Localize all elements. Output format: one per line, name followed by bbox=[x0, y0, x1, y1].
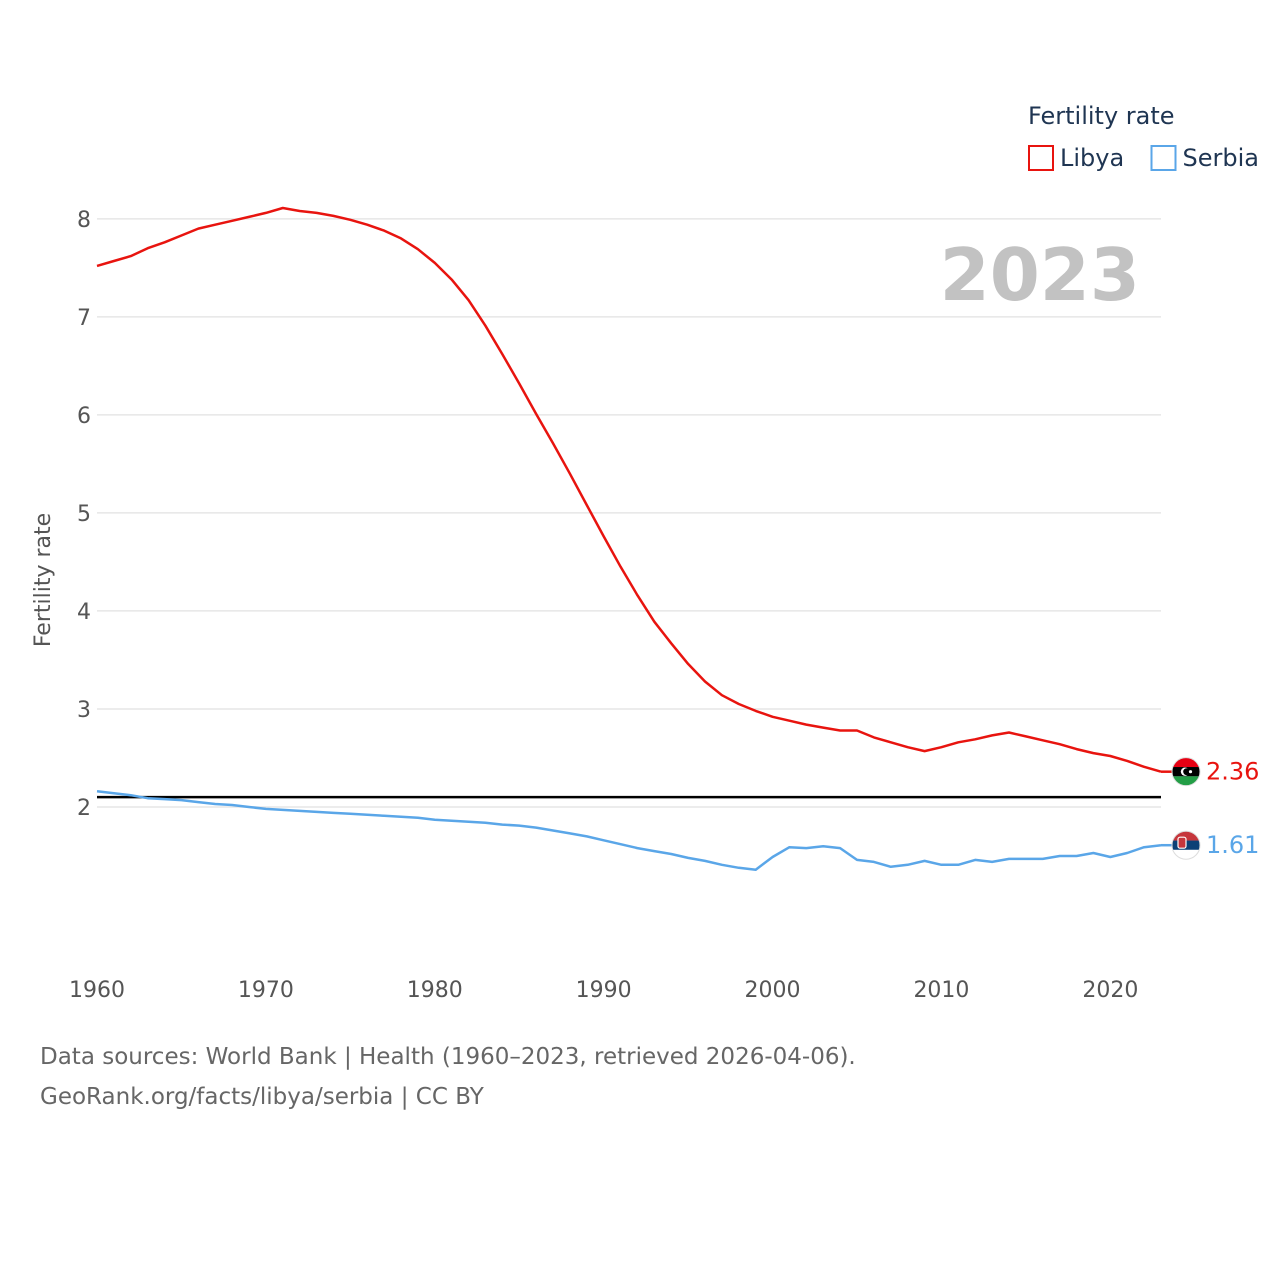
series-layer bbox=[96, 206, 1162, 871]
series-endpoints: 2.36 1.61 bbox=[1161, 757, 1259, 860]
fertility-rate-chart: 2 3 4 5 6 7 8 1960 1970 1980 1990 2000 2010 2020 Fer… bbox=[31, 102, 1259, 1003]
y-axis-ticks: 2 3 4 5 6 7 8 bbox=[77, 208, 91, 821]
flag-icon-libya bbox=[1172, 757, 1200, 786]
y-tick-label: 3 bbox=[77, 698, 91, 723]
flag-icon-serbia bbox=[1172, 831, 1200, 860]
flag-stripe bbox=[1172, 831, 1200, 841]
y-tick-label: 4 bbox=[77, 600, 91, 625]
flag-border bbox=[1171, 830, 1201, 860]
flag-stripe bbox=[1172, 776, 1200, 786]
legend-title: Fertility rate bbox=[1028, 102, 1175, 130]
x-tick-label: 1960 bbox=[69, 978, 125, 1003]
x-tick-label: 2000 bbox=[745, 978, 801, 1003]
x-tick-label: 2010 bbox=[913, 978, 969, 1003]
footer-attribution: GeoRank.org/facts/libya/serbia | CC BY bbox=[40, 1084, 484, 1110]
x-tick-label: 2020 bbox=[1082, 978, 1138, 1003]
legend-swatch-libya bbox=[1028, 145, 1054, 171]
end-value-label-libya: 2.36 bbox=[1206, 758, 1259, 786]
legend: Fertility rate Libya Serbia bbox=[1028, 102, 1259, 172]
flag-stripe bbox=[1172, 849, 1200, 860]
flag-star bbox=[1188, 770, 1193, 774]
y-tick-label: 2 bbox=[77, 796, 91, 821]
y-tick-label: 7 bbox=[77, 306, 91, 331]
legend-swatch-serbia bbox=[1150, 145, 1177, 171]
legend-items: Libya Serbia bbox=[1028, 144, 1259, 172]
series-line-libya bbox=[96, 206, 1162, 773]
grid-layer bbox=[97, 218, 1161, 808]
y-tick-label: 5 bbox=[77, 502, 91, 527]
x-tick-label: 1970 bbox=[238, 978, 294, 1003]
end-value-label-serbia: 1.61 bbox=[1206, 831, 1259, 859]
x-axis-ticks: 1960 1970 1980 1990 2000 2010 2020 bbox=[69, 978, 1138, 1003]
flag-coat-of-arms bbox=[1177, 836, 1187, 849]
x-tick-label: 1990 bbox=[576, 978, 632, 1003]
legend-label-libya: Libya bbox=[1060, 144, 1124, 172]
legend-label-serbia: Serbia bbox=[1183, 144, 1259, 172]
flag-stripe bbox=[1172, 757, 1200, 768]
y-tick-label: 8 bbox=[77, 208, 91, 233]
x-tick-label: 1980 bbox=[407, 978, 463, 1003]
current-year-label: 2023 bbox=[940, 233, 1140, 317]
series-line-serbia bbox=[96, 790, 1162, 871]
footer-data-sources: Data sources: World Bank | Health (1960–… bbox=[40, 1044, 856, 1070]
y-tick-label: 6 bbox=[77, 404, 91, 429]
flag-border bbox=[1171, 757, 1201, 787]
flag-crescent-cut bbox=[1183, 768, 1190, 776]
y-axis-label: Fertility rate bbox=[31, 513, 56, 647]
